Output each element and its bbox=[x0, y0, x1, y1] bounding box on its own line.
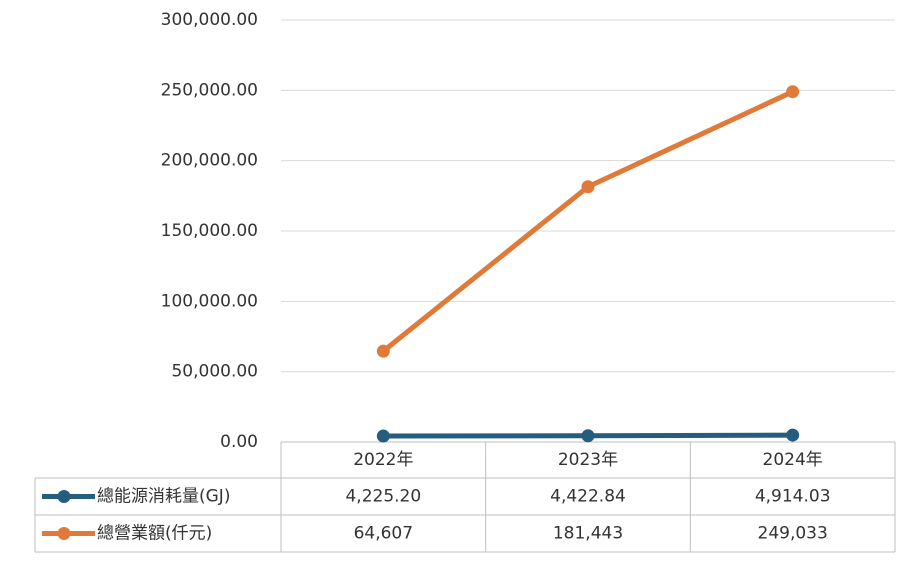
point bbox=[581, 180, 595, 194]
point bbox=[786, 428, 800, 442]
y-tick-label: 200,000.00 bbox=[161, 151, 258, 171]
legend-label: 總能源消耗量(GJ) bbox=[97, 487, 230, 507]
point bbox=[376, 344, 390, 358]
x-tick-label: 2023年 bbox=[558, 450, 618, 470]
y-tick-label: 50,000.00 bbox=[171, 362, 258, 382]
table-value: 64,607 bbox=[354, 524, 413, 544]
table-value: 4,914.03 bbox=[755, 487, 831, 507]
series-line bbox=[381, 89, 794, 354]
legend-marker bbox=[57, 527, 71, 540]
legend-label: 總營業額(仟元) bbox=[97, 524, 212, 544]
y-tick-label: 100,000.00 bbox=[161, 291, 258, 311]
y-tick-label: 0.00 bbox=[220, 432, 258, 452]
table-value: 181,443 bbox=[553, 524, 623, 544]
point bbox=[581, 429, 595, 443]
legend-marker bbox=[57, 490, 71, 503]
y-tick-label: 150,000.00 bbox=[161, 221, 258, 241]
y-tick-label: 250,000.00 bbox=[161, 80, 258, 100]
x-tick-label: 2024年 bbox=[763, 450, 823, 470]
table-value: 249,033 bbox=[758, 524, 828, 544]
table-value: 4,422.84 bbox=[550, 487, 626, 507]
table-value: 4,225.20 bbox=[345, 487, 421, 507]
y-tick-label: 300,000.00 bbox=[161, 10, 258, 30]
point bbox=[786, 85, 800, 99]
point bbox=[376, 429, 390, 443]
x-tick-label: 2022年 bbox=[353, 450, 413, 470]
